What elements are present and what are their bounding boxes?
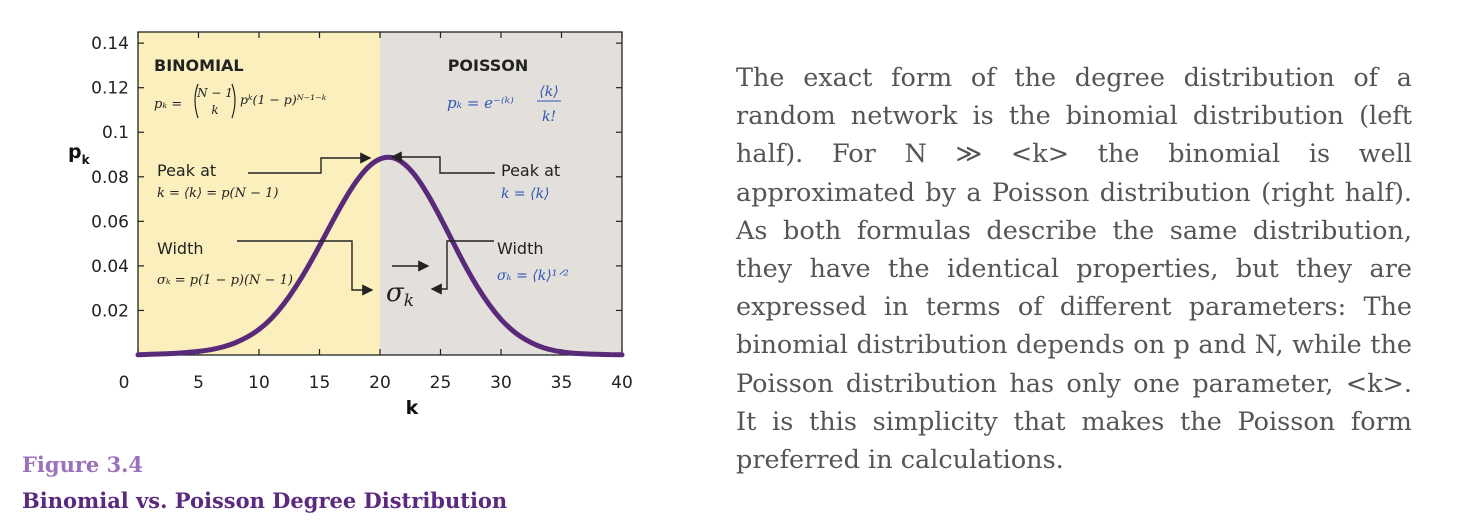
figure-number: Figure 3.4	[22, 452, 144, 477]
x-tick-labels: 0 5 10 15 20 25 30 35 40	[119, 373, 633, 393]
width-right-arrow	[430, 240, 494, 295]
svg-text:k: k	[211, 103, 218, 117]
y-tick-label: 0.14	[91, 34, 129, 54]
y-tick-label: 0.04	[91, 257, 129, 277]
y-tick-labels: 0.02 0.04 0.06 0.08 0.1 0.12 0.14	[91, 34, 129, 321]
poisson-formula: pₖ = e⁻⁽ᵏ⁾ ⟨k⟩ k!	[447, 84, 561, 125]
y-tick-label: 0.06	[91, 212, 129, 232]
x-tick-label: 10	[248, 373, 270, 393]
x-tick-label: 30	[490, 373, 512, 393]
y-tick-label: 0.08	[91, 168, 129, 188]
peak-left-label: Peak at	[157, 161, 216, 180]
svg-text:k!: k!	[542, 109, 556, 125]
peak-right-formula: k = ⟨k⟩	[501, 186, 550, 202]
peak-left-formula: k = ⟨k⟩ = p(N − 1)	[157, 186, 278, 201]
distribution-curve	[135, 154, 625, 358]
width-right-formula: σₖ = ⟨k⟩¹ᐟ²	[497, 268, 569, 284]
width-left-formula: σₖ = p(1 − p)(N − 1)	[157, 273, 293, 288]
annotation-arrows	[237, 151, 495, 296]
sigma-label: σk	[386, 278, 414, 311]
svg-text:⟨k⟩: ⟨k⟩	[539, 84, 558, 100]
svg-text:pₖ =: pₖ =	[154, 97, 182, 112]
peak-left-arrow	[248, 152, 372, 174]
chart-svg: 0 5 10 15 20 25 30 35 40 0.02 0.04 0.06 0.08 0.1 0.12…	[68, 31, 633, 419]
width-right-label: Width	[497, 239, 543, 258]
width-left-label: Width	[157, 239, 203, 258]
y-tick-label: 0.02	[91, 301, 129, 321]
poisson-region	[380, 32, 622, 355]
x-tick-label: 35	[551, 373, 573, 393]
figure-title: Binomial vs. Poisson Degree Distribution	[22, 488, 508, 513]
figure-caption: The exact form of the degree distributio…	[736, 63, 1412, 476]
y-tick-label: 0.12	[91, 79, 129, 99]
x-tick-label: 5	[193, 373, 204, 393]
x-tick-label: 0	[119, 373, 130, 393]
x-tick-label: 25	[430, 373, 452, 393]
svg-text:N − 1: N − 1	[196, 86, 233, 100]
binomial-region	[138, 32, 380, 355]
poisson-label: POISSON	[448, 56, 529, 75]
y-axis-label: pk	[68, 141, 91, 167]
width-left-arrow	[237, 240, 374, 296]
svg-text:pᵏ(1 − p)ᴺ⁻¹⁻ᵏ: pᵏ(1 − p)ᴺ⁻¹⁻ᵏ	[240, 92, 327, 107]
binomial-formula: pₖ = N − 1 k pᵏ(1 − p)ᴺ⁻¹⁻ᵏ	[154, 83, 327, 119]
binomial-label: BINOMIAL	[154, 56, 244, 75]
degree-distribution-chart: 0 5 10 15 20 25 30 35 40 0.02 0.04 0.06 0.08 0.1 0.12…	[0, 0, 660, 430]
x-axis-label: k	[406, 397, 419, 419]
plot-frame	[137, 31, 623, 356]
x-tick-label: 20	[369, 373, 391, 393]
svg-text:pₖ = e⁻⁽ᵏ⁾: pₖ = e⁻⁽ᵏ⁾	[447, 94, 514, 112]
y-tick-label: 0.1	[102, 123, 129, 143]
x-tick-label: 40	[611, 373, 633, 393]
x-tick-label: 15	[309, 373, 331, 393]
peak-right-arrow	[390, 151, 495, 174]
peak-right-label: Peak at	[501, 161, 560, 180]
